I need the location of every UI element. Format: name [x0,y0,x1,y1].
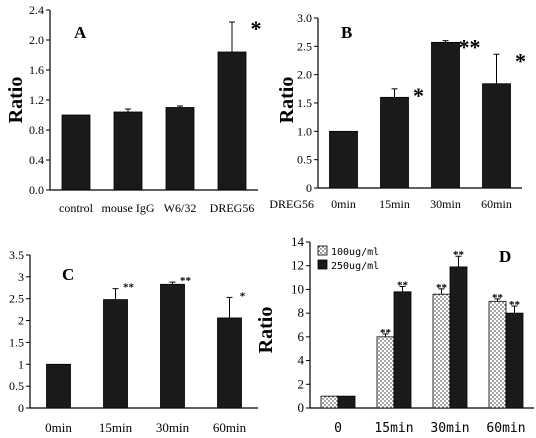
y-tick-label: 1.5 [9,335,24,349]
panel-d-chart: 0 2 4 6 8 10 12 14 Ratio D 0 15min ** ** 30min ** ** 60mi… [255,234,534,436]
y-tick-label: 6 [298,329,305,344]
legend-swatch [317,245,328,256]
bar [380,96,409,189]
bar [431,41,460,189]
x-tick-label: 0 [334,421,342,436]
bar [337,395,356,409]
bar [432,293,451,409]
x-tick-label: 15min [379,197,410,211]
x-tick-label: mouse IgG [102,201,155,215]
x-tick-label: 30min [156,420,190,435]
x-tick-label: 0min [331,197,356,211]
significance-marker: * [515,48,526,73]
x-tick-label: 60min [486,421,525,436]
bar [46,363,71,409]
bar [320,395,339,409]
x-tick-label: 15min [99,420,133,435]
panel-c-chart: 0 0.5 1 1.5 2 2.5 3 3.5 C 0min 15min ** 30min ** 60min… [9,248,258,435]
y-tick-label: 0.5 [9,379,24,393]
y-tick-label: 14 [291,234,305,249]
x-tick-label: 15min [374,421,413,436]
bar [113,111,143,191]
significance-marker: * [413,83,424,108]
bar [393,291,412,409]
panel-letter: B [341,23,352,42]
y-tick-label: 3.0 [297,11,312,25]
bar [217,317,242,409]
y-axis-label: Ratio [276,77,298,124]
bar [488,300,507,409]
x-tick-label: DREG56 [210,201,255,215]
y-tick-label: 1.5 [297,96,312,110]
y-tick-label: 10 [291,281,304,296]
y-tick-label: 2.4 [29,3,44,17]
y-tick-label: 0.8 [29,123,44,137]
y-tick-label: 8 [298,305,305,320]
significance-marker: ** [180,275,192,287]
y-tick-label: 2 [18,314,24,328]
significance-marker: ** [123,282,135,294]
bar [165,107,195,191]
significance-marker: * [240,290,246,302]
significance-marker: ** [459,35,481,60]
x-tick-label: 30min [430,197,461,211]
x-tick-label: 60min [213,420,247,435]
bar [329,130,358,189]
panel-letter: D [499,247,511,266]
legend-label: 250ug/ml [331,261,379,272]
y-tick-label: 4 [298,353,305,368]
significance-marker: ** [492,292,504,304]
y-tick-label: 2.0 [297,68,312,82]
significance-marker: ** [436,282,448,294]
y-tick-label: 0 [306,181,312,195]
panel-letter: A [74,23,87,42]
y-tick-label: 2 [298,376,305,391]
y-tick-label: 1.2 [29,93,44,107]
y-tick-label: 1.6 [29,63,44,77]
y-tick-label: 0 [298,400,305,415]
y-tick-label: 12 [291,258,304,273]
y-tick-label: 2.0 [29,33,44,47]
y-tick-label: 2.5 [297,39,312,53]
bar [61,114,91,191]
legend-swatch [317,259,328,270]
y-axis-label: Ratio [5,77,27,124]
bar [217,51,247,191]
x-tick-label: 0min [45,420,72,435]
legend-label: 100ug/ml [331,247,379,258]
y-tick-label: 0.0 [29,183,44,197]
y-tick-label: 3.5 [9,248,24,262]
x-tick-label: 30min [430,421,469,436]
bar [482,83,511,189]
significance-marker: * [251,16,262,41]
panel-letter: C [62,265,74,284]
y-tick-label: 1 [18,357,24,371]
bar [505,312,524,409]
bar [449,266,468,409]
x-tick-label: control [59,201,94,215]
y-axis-label: Ratio [255,307,277,354]
significance-marker: ** [453,249,465,261]
y-tick-label: 2.5 [9,292,24,306]
y-tick-label: 0 [18,401,24,415]
x-axis-prefix-label: DREG56 [269,197,314,211]
significance-marker: ** [397,279,409,291]
y-tick-label: 0.4 [29,153,44,167]
bar [103,299,128,409]
x-tick-label: 60min [481,197,512,211]
significance-marker: ** [509,299,521,311]
bar [160,283,185,409]
x-tick-label: W6/32 [164,201,197,215]
y-tick-label: 0.5 [297,153,312,167]
y-tick-label: 3 [18,270,24,284]
panel-b-chart: 0 0.5 1.0 1.5 2.0 2.5 3.0 Ratio B DREG56 0min 15min… [269,11,526,211]
y-tick-label: 1.0 [297,124,312,138]
bar [376,336,395,409]
significance-marker: ** [380,327,392,339]
